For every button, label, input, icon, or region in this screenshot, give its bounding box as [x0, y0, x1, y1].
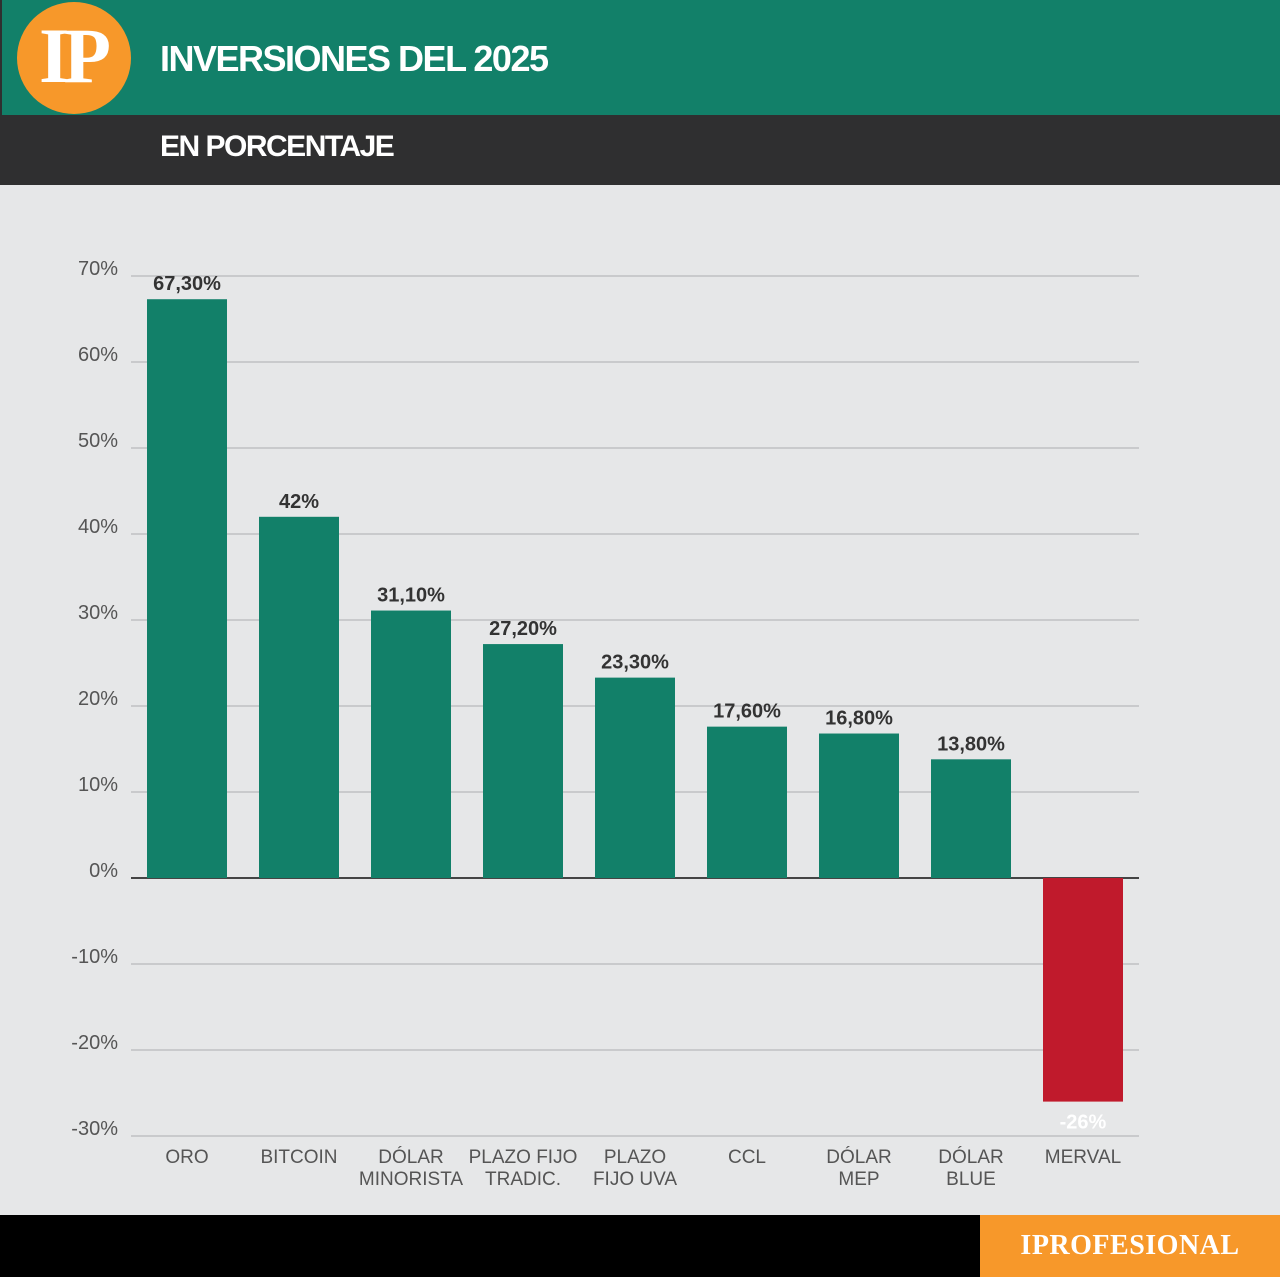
x-tick-label-line: BITCOIN: [260, 1147, 337, 1168]
y-tick-label: 0%: [89, 860, 118, 882]
bar: [707, 726, 787, 878]
y-tick-label: 60%: [78, 344, 118, 366]
data-label: 67,30%: [153, 273, 221, 295]
x-tick-label: DÓLAR MINORISTA: [359, 1146, 463, 1190]
data-label: 13,80%: [937, 733, 1005, 755]
y-tick-label: 10%: [78, 774, 118, 796]
data-label: 16,80%: [825, 708, 893, 730]
x-tick-label: PLAZO FIJO UVA: [593, 1147, 677, 1190]
bar: [371, 610, 451, 878]
y-tick-label: -20%: [71, 1032, 118, 1054]
bar: [1043, 878, 1123, 1102]
x-tick-label-line: DÓLAR: [826, 1146, 891, 1168]
x-tick-label-line: FIJO UVA: [593, 1169, 677, 1190]
data-label: -26%: [1060, 1112, 1107, 1134]
y-tick-label: -30%: [71, 1118, 118, 1140]
y-tick-label: 40%: [78, 516, 118, 538]
bar: [595, 677, 675, 878]
y-tick-label: 70%: [78, 258, 118, 280]
x-tick-label: DÓLAR BLUE: [938, 1146, 1003, 1190]
chart-title: INVERSIONES DEL 2025: [160, 38, 549, 79]
x-tick-label: MERVAL: [1045, 1147, 1121, 1168]
y-tick-label: 50%: [78, 430, 118, 452]
ip-logo: IP: [17, 2, 131, 114]
x-tick-label-line: TRADIC.: [485, 1169, 561, 1190]
y-tick-label: 20%: [78, 688, 118, 710]
x-tick-label: PLAZO FIJO TRADIC.: [469, 1147, 578, 1190]
x-tick-label-line: PLAZO FIJO: [469, 1147, 578, 1168]
brand-box: IPROFESIONAL: [980, 1215, 1280, 1277]
x-tick-label-line: PLAZO: [604, 1147, 666, 1168]
x-tick-label: ORO: [165, 1147, 208, 1168]
x-tick-label-line: DÓLAR: [938, 1146, 1003, 1168]
x-tick-label-line: BLUE: [946, 1169, 996, 1190]
data-label: 42%: [279, 491, 319, 513]
header-left-strip: [0, 0, 2, 185]
header-subtitle-bar: [0, 115, 1280, 185]
chart-subtitle: EN PORCENTAJE: [160, 130, 395, 163]
x-tick-label-line: ORO: [165, 1147, 208, 1168]
x-tick-label-line: CCL: [728, 1147, 766, 1168]
data-label: 27,20%: [489, 618, 557, 640]
y-tick-label: -10%: [71, 946, 118, 968]
x-tick-label-line: DÓLAR: [378, 1146, 443, 1168]
y-tick-label: 30%: [78, 602, 118, 624]
bar: [147, 299, 227, 879]
data-label: 23,30%: [601, 652, 669, 674]
x-tick-label-line: MEP: [838, 1169, 879, 1190]
bar: [931, 759, 1011, 878]
logo-text: IP: [39, 12, 111, 99]
bar: [483, 644, 563, 878]
data-label: 17,60%: [713, 701, 781, 723]
x-tick-label-line: MERVAL: [1045, 1147, 1121, 1168]
x-tick-label: DÓLAR MEP: [826, 1146, 891, 1190]
data-label: 31,10%: [377, 585, 445, 607]
bar-chart: 70% 60% 50% 40% 30% 20% 10% 0% -10% -20% -30% 67,30…: [71, 258, 1139, 1190]
x-tick-label: BITCOIN: [260, 1147, 337, 1168]
x-tick-label: CCL: [728, 1147, 766, 1168]
bar: [259, 516, 339, 878]
header-title-bar: [0, 0, 1280, 115]
x-tick-label-line: MINORISTA: [359, 1169, 463, 1190]
brand-logo-text: IPROFESIONAL: [1020, 1230, 1240, 1261]
bar: [819, 733, 899, 878]
